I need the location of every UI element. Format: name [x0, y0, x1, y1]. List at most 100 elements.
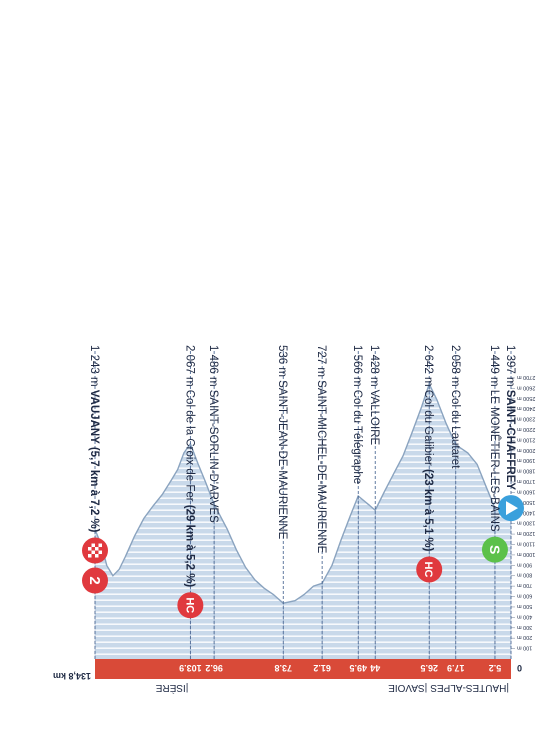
profile-outline [94, 382, 512, 604]
distance-bar [95, 659, 511, 679]
checker-cell [95, 547, 99, 551]
region-label: |HAUTES-ALPES [430, 682, 509, 693]
y-tick-label: 400 m [517, 613, 533, 619]
waypoint-detail: (23 km à 5,1 %) [422, 466, 434, 552]
checker-cell [98, 543, 102, 548]
waypoint-altitude: 2 058 m [449, 345, 461, 390]
y-tick-label: 1200 m [517, 530, 536, 536]
waypoint-altitude: 1 566 m [351, 345, 363, 390]
x-zero-label: 0 [517, 663, 522, 673]
waypoint-label: 536 m SAINT-JEAN-DE-MAURIENNE [276, 345, 288, 540]
waypoint-3: 2 642 m Col du Galibier (23 km à 5,1 %) H… [416, 345, 443, 583]
hc-badge-label: HC [183, 597, 195, 613]
y-tick-label: 700 m [517, 582, 533, 588]
waypoint-altitude: 1 449 m [488, 345, 500, 390]
waypoint-detail: (5,7 km à 7,2 %) [88, 444, 100, 533]
sprint-badge-icon [481, 536, 508, 563]
waypoint-label: 1 449 m LE MONÊTIER-LES-BAINS [488, 345, 501, 532]
y-tick-label: 1400 m [517, 509, 536, 515]
badge-hc: HC [416, 556, 443, 583]
y-tick-label: 300 m [517, 624, 533, 630]
checker-cell [88, 547, 92, 551]
waypoint-name: VALLOIRE [368, 390, 380, 446]
km-marker-49.5: 49.5 [349, 663, 367, 673]
waypoint-name: SAINT-CHAFFREY [504, 390, 516, 491]
category-2-badge: 2 [82, 567, 108, 594]
hc-badge-icon [177, 592, 204, 619]
waypoint-altitude: 1 397 m [504, 345, 516, 390]
y-tick-label: 2100 m [517, 436, 536, 442]
y-tick-label: 800 m [517, 572, 533, 578]
y-tick-label: 1000 m [517, 551, 536, 557]
y-tick-label: 2400 m [517, 405, 536, 411]
waypoint-7: 536 m SAINT-JEAN-DE-MAURIENNE [276, 345, 288, 540]
waypoint-name: Col du Télégraphe [351, 390, 363, 484]
profile-area [95, 384, 511, 659]
checker-cell [91, 550, 95, 555]
total-distance-label: 134,8 km [53, 671, 91, 681]
waypoint-label: 1 486 m SAINT-SORLIN-D'ARVES [207, 345, 219, 523]
triangle-icon [506, 501, 518, 516]
km-marker-26.5: 26.5 [420, 663, 438, 673]
waypoint-name: VAUJANY [88, 390, 100, 444]
category-badge-icon [82, 567, 108, 594]
badge-start [498, 495, 524, 522]
waypoint-name: Col de la Croix de Fer [183, 390, 195, 502]
km-marker-96.2: 96.2 [205, 663, 223, 673]
waypoint-label: 2 067 m Col de la Croix de Fer (29 km à … [183, 345, 195, 587]
badge-sprint: S [481, 536, 508, 563]
waypoint-0: 1 397 m SAINT-CHAFFREY [498, 345, 524, 522]
y-tick-label: 1300 m [517, 520, 536, 526]
hc-badge-label: HC [422, 562, 434, 578]
y-tick-label: 2600 m [517, 384, 536, 390]
y-tick-label: 1600 m [517, 488, 536, 494]
waypoint-label: 1 566 m Col du Télégraphe [351, 345, 363, 484]
waypoint-label: 2 642 m Col du Galibier (23 km à 5,1 %) [422, 345, 434, 552]
sprint-badge-label: S [487, 545, 503, 554]
waypoint-altitude: 1 486 m [207, 345, 219, 390]
region-label: |ISÈRE [155, 682, 188, 695]
waypoint-6: 727 m SAINT-MICHEL-DE-MAURIENNE [315, 345, 327, 554]
waypoint-4: 1 428 m VALLOIRE [368, 345, 380, 445]
waypoint-1: 1 449 m LE MONÊTIER-LES-BAINS S [481, 345, 508, 563]
waypoint-label: 727 m SAINT-MICHEL-DE-MAURIENNE [315, 345, 327, 554]
checker-cell [95, 554, 99, 558]
km-marker-103.9: 103.9 [179, 663, 202, 673]
km-marker-17.9: 17.9 [447, 663, 465, 673]
waypoint-2: 2 058 m Col du Lautaret [449, 345, 461, 469]
hc-badge-icon [416, 556, 443, 583]
waypoint-altitude: 2 642 m [422, 345, 434, 390]
waypoint-label: 2 058 m Col du Lautaret [449, 345, 461, 469]
waypoint-altitude: 536 m [276, 345, 288, 380]
y-tick-label: 500 m [517, 603, 533, 609]
checker-cell [98, 550, 102, 555]
waypoint-name: LE MONÊTIER-LES-BAINS [488, 390, 501, 532]
y-tick-label: 2000 m [517, 447, 536, 453]
waypoint-name: SAINT-SORLIN-D'ARVES [207, 390, 219, 523]
y-tick-label: 900 m [517, 561, 533, 567]
category-badge-label: 2 [86, 576, 103, 584]
km-marker-61.2: 61.2 [313, 663, 331, 673]
y-tick-label: 1500 m [517, 499, 536, 505]
waypoint-altitude: 1 428 m [368, 345, 380, 390]
waypoint-9: 2 067 m Col de la Croix de Fer (29 km à … [177, 345, 204, 619]
y-tick-label: 2300 m [517, 416, 536, 422]
y-tick-label: 2700 m [517, 374, 536, 380]
waypoint-5: 1 566 m Col du Télégraphe [351, 345, 363, 484]
waypoint-name: Col du Lautaret [449, 390, 461, 469]
y-tick-label: 1800 m [517, 468, 536, 474]
y-tick-label: 100 m [517, 645, 533, 651]
y-tick-label: 1900 m [517, 457, 536, 463]
y-tick-label: 600 m [517, 593, 533, 599]
km-marker-44: 44 [370, 663, 380, 673]
waypoint-altitude: 727 m [315, 345, 327, 380]
waypoint-name: SAINT-MICHEL-DE-MAURIENNE [315, 380, 327, 553]
checker-cell [88, 554, 92, 558]
waypoint-name: Col du Galibier [422, 390, 434, 466]
badge-hc: HC [177, 592, 204, 619]
waypoint-detail: (29 km à 5,2 %) [183, 502, 195, 588]
waypoint-8: 1 486 m SAINT-SORLIN-D'ARVES [207, 345, 219, 523]
